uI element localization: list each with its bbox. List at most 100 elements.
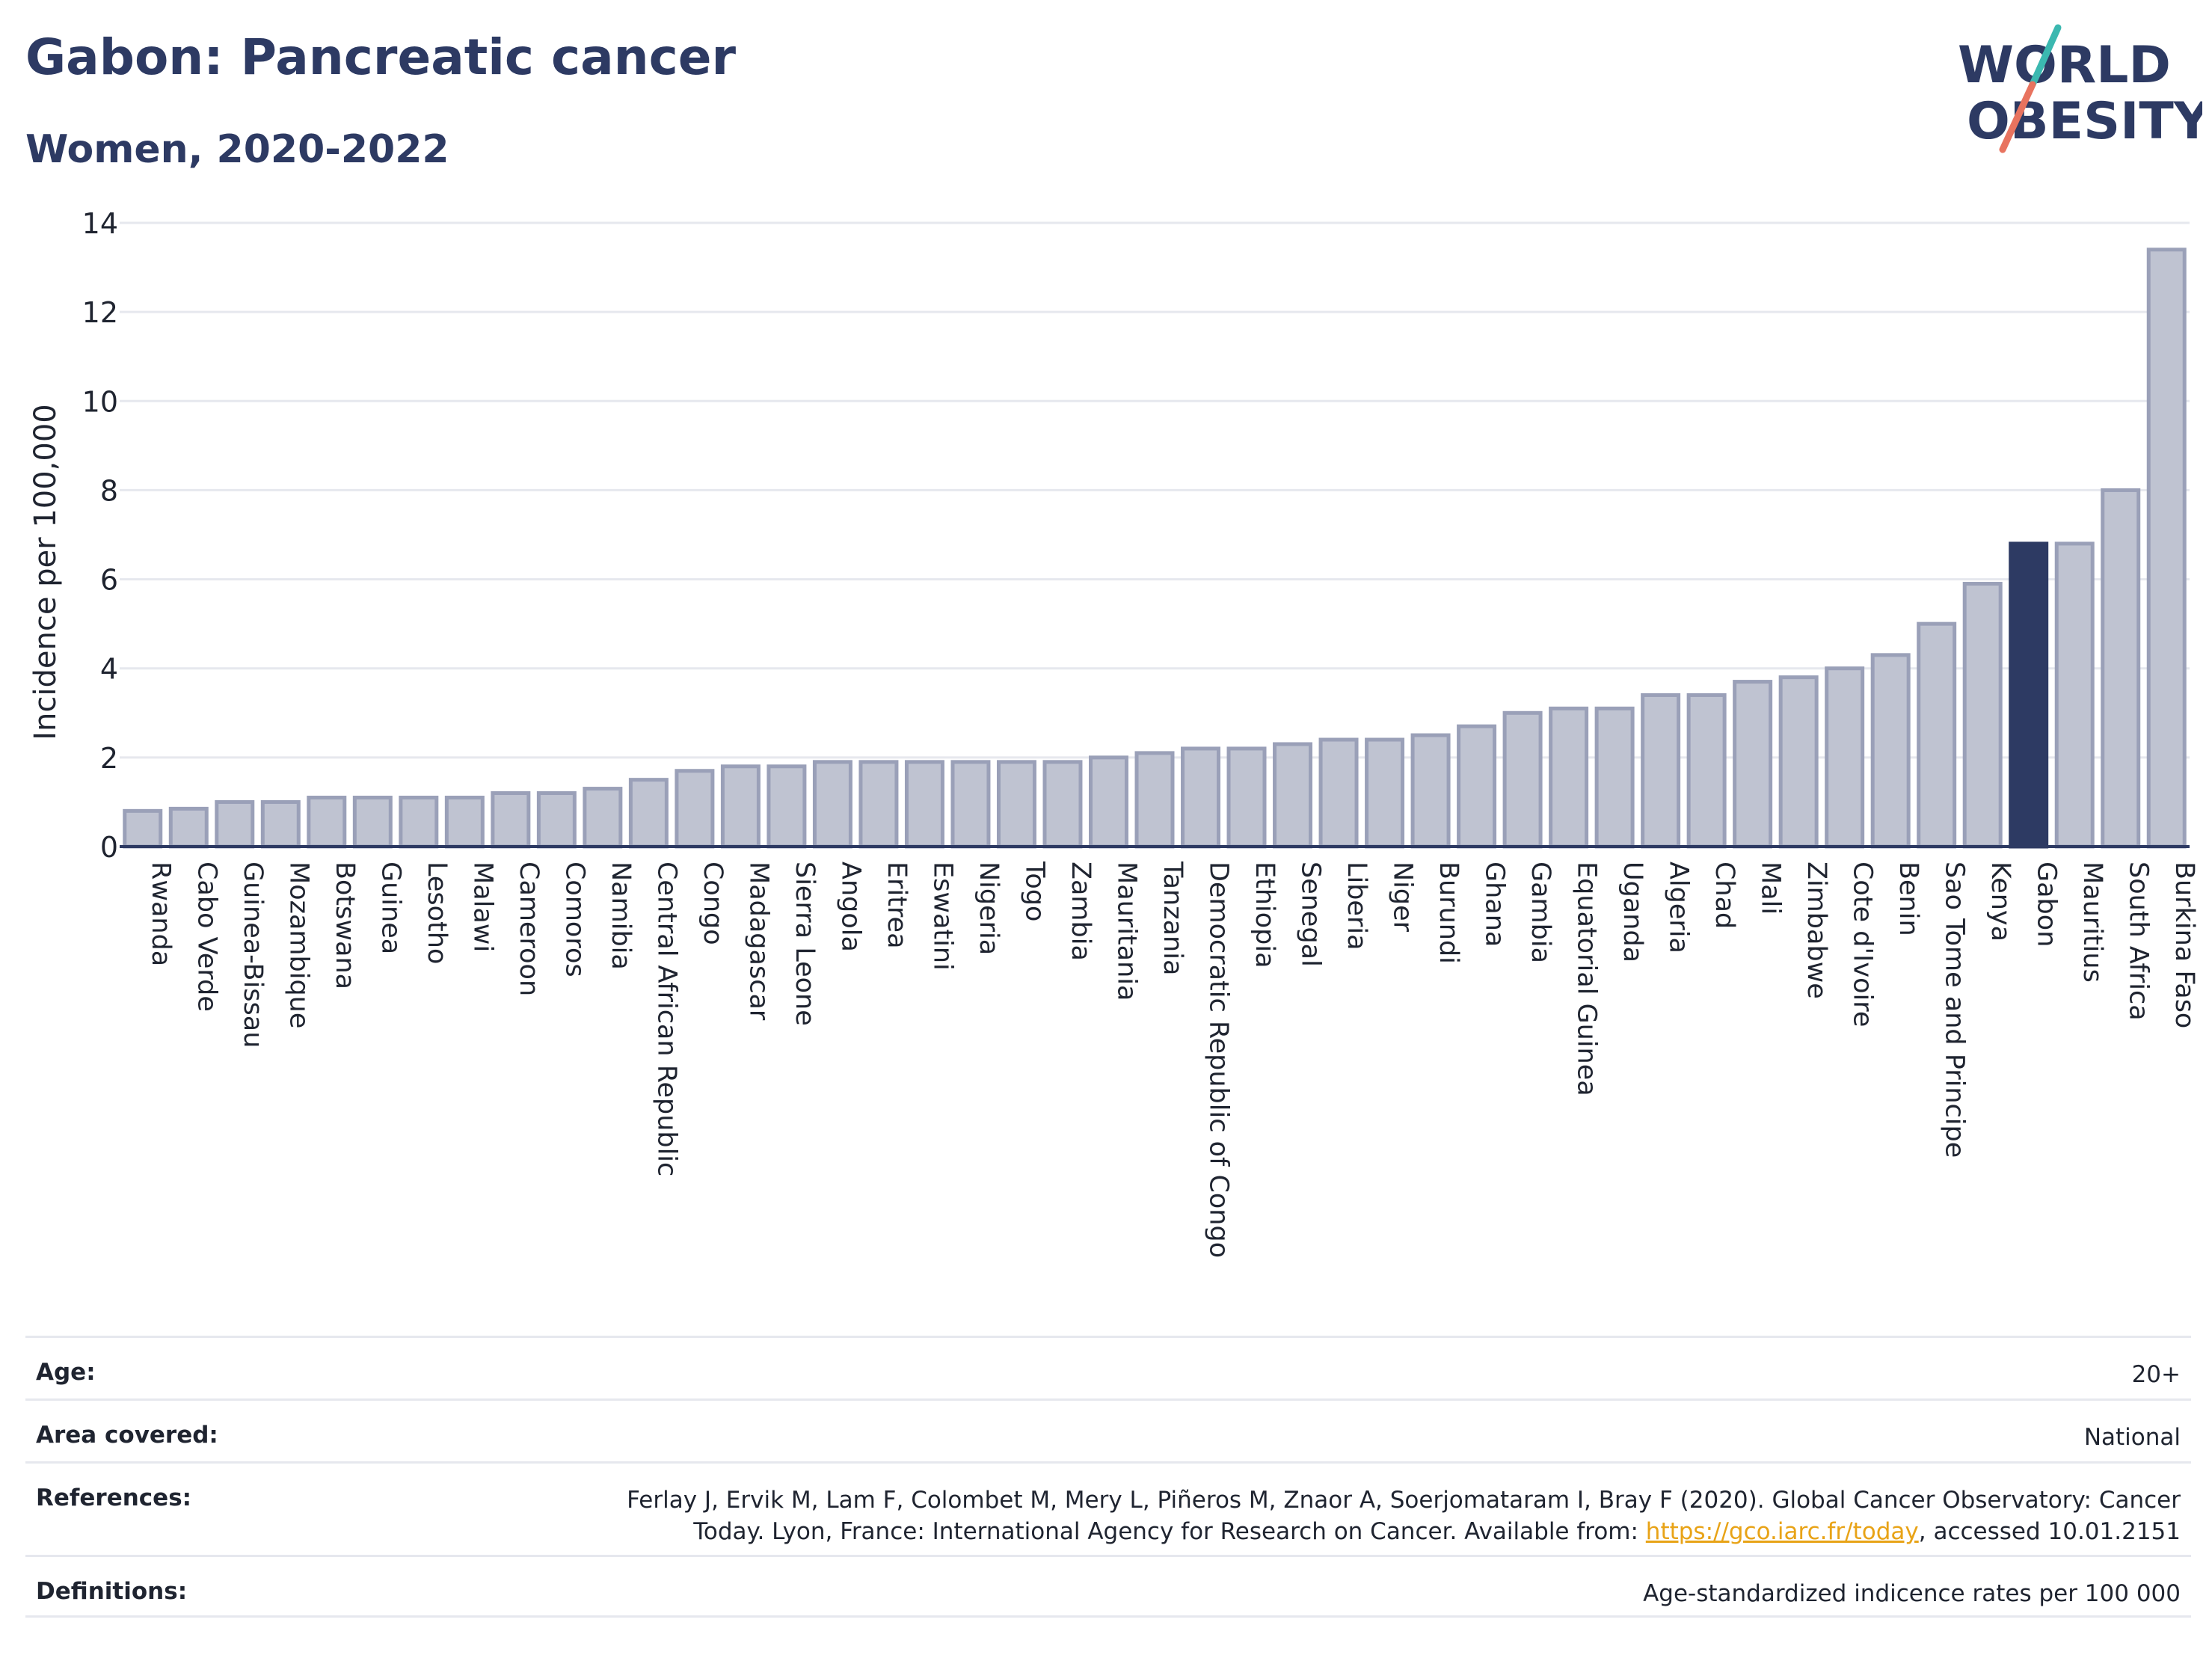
x-tick-label: Ghana: [1480, 862, 1510, 947]
x-tick-label: Sierra Leone: [790, 862, 820, 1026]
x-tick-label: Chad: [1709, 862, 1739, 929]
bar-mozambique: [260, 799, 301, 849]
x-tick-label: Gambia: [1526, 862, 1555, 963]
x-tick-label: Senegal: [1296, 862, 1326, 967]
x-tick-label: Angola: [835, 862, 865, 952]
bar-uganda: [1594, 706, 1635, 849]
bar-sierra-leone: [766, 764, 807, 849]
bar-comoros: [536, 791, 577, 849]
x-tick-label: Botswana: [330, 862, 360, 989]
y-axis-label: Incidence per 100,000: [28, 404, 63, 740]
logo-line-world: WORLD: [1958, 36, 2171, 95]
x-tick-label: Zambia: [1066, 862, 1096, 961]
x-tick-label: Togo: [1019, 861, 1049, 921]
bar-south-africa: [2101, 488, 2141, 849]
chart-subtitle: Women, 2020-2022: [25, 127, 449, 172]
x-tick-label: Cameroon: [514, 862, 544, 996]
bar-guinea: [352, 795, 393, 849]
bar-eritrea: [858, 760, 899, 849]
bar-ethiopia: [1226, 746, 1267, 849]
references-line-2-post: , accessed 10.01.2151: [1918, 1518, 2181, 1545]
bar-chad: [1686, 693, 1727, 849]
x-tick-label: Zimbabwe: [1801, 862, 1831, 999]
x-tick-label: Guinea: [375, 862, 405, 954]
x-tick-label: Mozambique: [283, 862, 313, 1028]
info-row-age: Age: 20+: [25, 1336, 2191, 1398]
bar-burundi: [1410, 733, 1451, 849]
x-tick-label: Eswatini: [927, 862, 957, 971]
bar-congo: [675, 769, 715, 849]
area-label: Area covered:: [36, 1422, 218, 1449]
logo-slash-coral: [1999, 81, 2036, 153]
bar-namibia: [583, 787, 623, 849]
bar-botswana: [307, 795, 347, 849]
logo-slash-teal: [2029, 24, 2062, 88]
bar-tanzania: [1134, 751, 1175, 849]
references-value: Ferlay J, Ervik M, Lam F, Colombet M, Me…: [627, 1484, 2181, 1547]
definitions-label: Definitions:: [36, 1578, 188, 1605]
x-tick-label: Rwanda: [146, 862, 176, 966]
x-tick-label: Liberia: [1342, 862, 1371, 951]
bar-cabo-verde: [168, 806, 209, 849]
bar-rwanda: [123, 808, 163, 849]
bar-mali: [1733, 680, 1773, 849]
y-tick-label: 8: [100, 474, 118, 507]
x-tick-label: Cote d'Ivoire: [1848, 862, 1878, 1027]
info-table: Age: 20+ Area covered: National Referenc…: [25, 1336, 2191, 1618]
bar-liberia: [1318, 737, 1359, 849]
x-tick-label: Kenya: [1985, 862, 2015, 942]
x-tick-label: Ethiopia: [1250, 862, 1279, 968]
x-tick-label: Mauritania: [1111, 862, 1141, 1001]
x-tick-label: Guinea-Bissau: [238, 862, 268, 1048]
references-link[interactable]: https://gco.iarc.fr/today: [1645, 1518, 1919, 1545]
world-obesity-logo: WORLD OBESITY: [1958, 24, 2202, 153]
bar-angola: [812, 760, 852, 849]
x-tick-label: Tanzania: [1158, 861, 1188, 975]
x-tick-label: Benin: [1893, 862, 1923, 936]
bar-malawi: [444, 795, 485, 849]
bar-lesotho: [399, 795, 439, 849]
y-tick-label: 6: [100, 564, 118, 597]
bar-benin: [1870, 653, 1911, 849]
x-tick-label: Cabo Verde: [191, 862, 221, 1012]
bar-chart: 0 2 4 6 8 10 12 14 Rwanda Cabo Verde Guinea-Bissa…: [28, 207, 2199, 1258]
references-label: References:: [36, 1484, 192, 1511]
bar-sao-tome-and-principe: [1917, 621, 1957, 849]
x-tick-label: Eritrea: [882, 862, 912, 949]
info-row-definitions: Definitions: Age-standardized indicence …: [25, 1555, 2191, 1618]
area-value: National: [2083, 1424, 2181, 1451]
bar-senegal: [1273, 742, 1313, 849]
x-tick-label: Sao Tome and Principe: [1940, 862, 1970, 1158]
definitions-value: Age-standardized indicence rates per 100…: [1643, 1580, 2181, 1607]
x-tick-label: Central African Republic: [651, 862, 681, 1176]
bar-equatorial-guinea: [1549, 706, 1589, 849]
bar-gabon: [2009, 541, 2049, 849]
bar-nigeria: [950, 760, 991, 849]
bar-zimbabwe: [1778, 675, 1819, 849]
x-tick-label: Lesotho: [422, 862, 452, 964]
x-tick-label: Nigeria: [974, 862, 1004, 955]
y-tick-label: 12: [82, 296, 118, 329]
x-tick-label: Burkina Faso: [2169, 862, 2199, 1028]
x-tick-label: Democratic Republic of Congo: [1204, 862, 1234, 1258]
bar-central-african-republic: [628, 778, 669, 849]
x-tick-label: Congo: [698, 862, 728, 945]
y-tick-label: 14: [82, 207, 118, 240]
bar-niger: [1365, 737, 1405, 849]
y-tick-label: 2: [100, 742, 118, 775]
bar-mauritania: [1088, 755, 1128, 849]
bar-kenya: [1962, 582, 2003, 849]
x-tick-label: Equatorial Guinea: [1572, 862, 1602, 1096]
bar-cameroon: [491, 791, 531, 849]
x-tick-label: South Africa: [2124, 862, 2154, 1021]
bar-madagascar: [720, 764, 761, 849]
x-tick-label: Gabon: [2032, 862, 2062, 947]
x-tick-label: Mauritius: [2077, 862, 2107, 983]
x-tick-label: Malawi: [467, 862, 497, 952]
bar-democratic-republic-of-congo: [1181, 746, 1221, 849]
bar-eswatini: [904, 760, 944, 849]
x-tick-label: Mali: [1756, 862, 1786, 915]
x-tick-labels: Rwanda Cabo Verde Guinea-Bissau Mozambique B…: [146, 861, 2199, 1258]
x-tick-label: Madagascar: [743, 862, 773, 1021]
x-tick-label: Niger: [1388, 862, 1418, 933]
